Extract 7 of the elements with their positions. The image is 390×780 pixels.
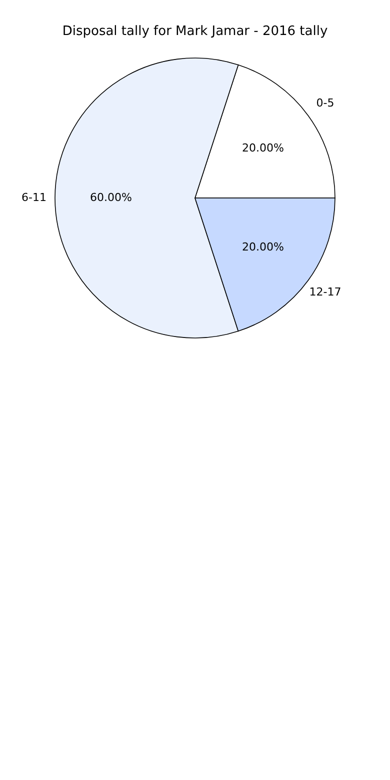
slice-label: 12-17 (309, 286, 342, 299)
slice-label: 6-11 (22, 191, 46, 204)
data-label: 20.00% (242, 240, 284, 254)
data-label: 20.00% (242, 142, 284, 155)
slice-label: 0-5 (316, 96, 334, 110)
data-label: 60.00% (90, 191, 132, 204)
chart-title: Disposal tally for Mark Jamar - 2016 tally (62, 24, 328, 39)
